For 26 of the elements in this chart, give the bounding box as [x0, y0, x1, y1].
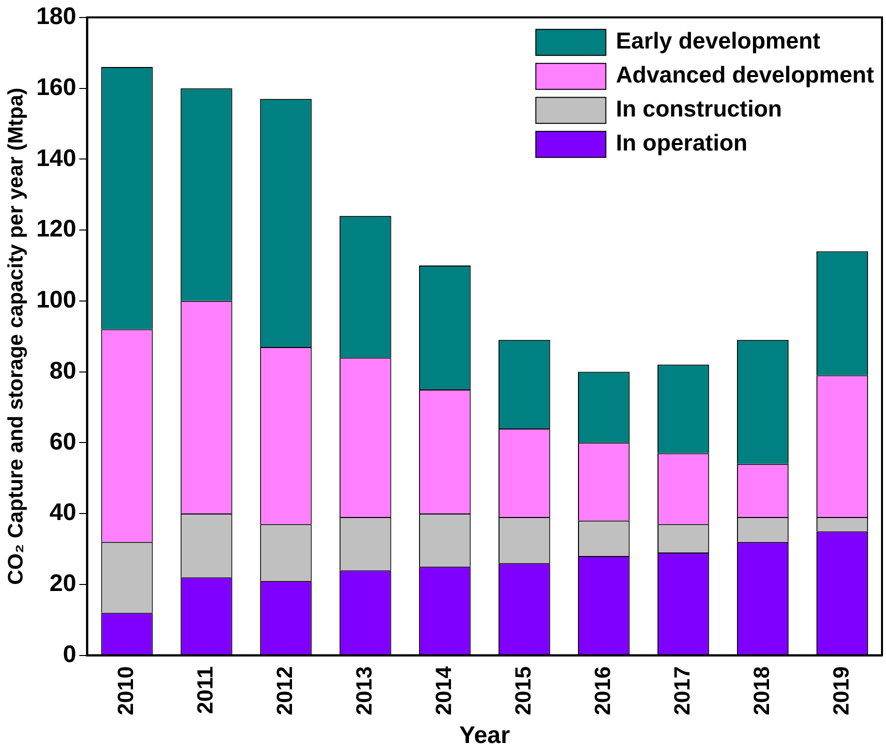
legend-label: Advanced development — [616, 62, 874, 88]
y-tick-label: 160 — [36, 74, 76, 101]
x-tick-label: 2013 — [351, 666, 376, 716]
x-tick-label: 2015 — [510, 666, 536, 716]
x-tick-label: 2010 — [113, 666, 138, 716]
x-tick-label: 2014 — [430, 666, 456, 716]
y-tick-label: 80 — [50, 357, 76, 384]
x-tick-label: 2019 — [828, 666, 854, 716]
y-tick-label: 100 — [36, 286, 76, 314]
x-tick-label: 2016 — [590, 666, 615, 716]
y-tick-label: 20 — [50, 570, 76, 598]
x-tick-label: 2018 — [748, 666, 774, 716]
y-axis-title: CO₂ Capture and storage capacity per year (Mtpa) — [4, 88, 28, 585]
y-tick-label: 60 — [50, 428, 76, 456]
y-tick-label: 140 — [36, 144, 76, 172]
legend-label: In construction — [616, 96, 782, 122]
x-tick-label: 2011 — [192, 666, 218, 714]
x-tick-label: 2017 — [669, 666, 694, 716]
y-tick-label: 0 — [62, 640, 76, 668]
legend-label: Early development — [616, 28, 821, 54]
x-tick-label: 2012 — [272, 666, 297, 716]
y-tick-label: 180 — [36, 3, 76, 30]
y-tick-label: 40 — [50, 499, 76, 526]
x-axis-title: Year — [459, 722, 510, 750]
legend-label: In operation — [616, 130, 748, 156]
y-tick-label: 120 — [36, 216, 76, 243]
